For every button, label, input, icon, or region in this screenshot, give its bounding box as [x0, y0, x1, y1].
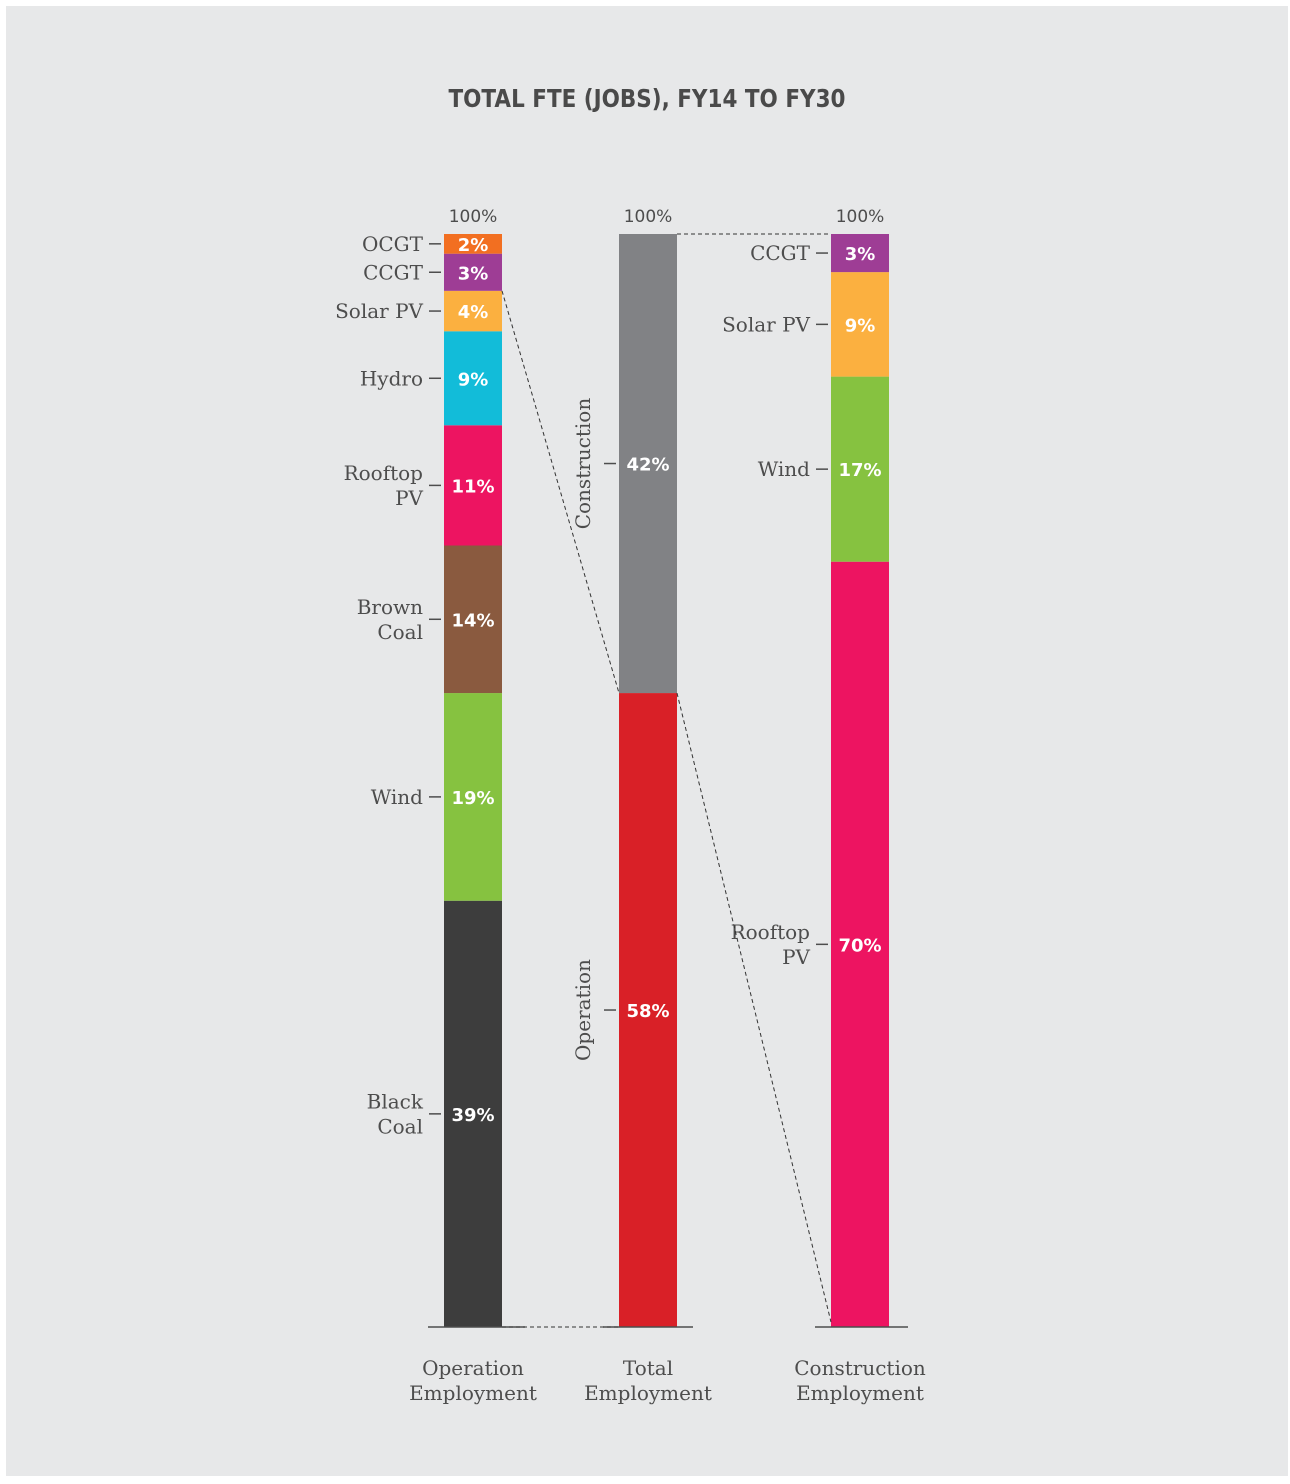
category-label-operation-employment-rooftop-pv-0: Rooftop: [344, 461, 423, 485]
bar-segment-operation-employment-hydro: [444, 331, 502, 426]
data-label-construction-employment-solar-pv: 9%: [845, 315, 876, 336]
bar-segment-operation-employment-brown-coal: [444, 545, 502, 694]
category-label-operation-employment-solar-pv: Solar PV: [335, 299, 423, 323]
x-category-construction-employment-0: Construction: [794, 1356, 926, 1380]
bar-segment-construction-employment-rooftop-pv: [831, 561, 889, 1327]
data-label-operation-employment-solar-pv: 4%: [458, 302, 489, 323]
bar-segment-total-employment-construction: [619, 234, 677, 694]
data-label-operation-employment-hydro: 9%: [458, 369, 489, 390]
data-label-total-employment-operation: 58%: [626, 1001, 669, 1022]
top-label-total-employment: 100%: [624, 207, 673, 227]
x-category-operation-employment-0: Operation: [422, 1356, 524, 1380]
x-category-operation-employment-1: Employment: [409, 1381, 537, 1405]
category-label-operation-employment-wind: Wind: [371, 785, 423, 809]
chart-title: TOTAL FTE (JOBS), FY14 TO FY30: [448, 84, 846, 113]
bar-segment-construction-employment-wind: [831, 376, 889, 562]
category-label-operation-employment-rooftop-pv-1: PV: [395, 486, 423, 510]
bar-segment-operation-employment-wind: [444, 693, 502, 901]
category-label-operation-employment-black-coal-0: Black: [367, 1089, 424, 1113]
data-label-operation-employment-wind: 19%: [451, 788, 494, 809]
data-label-operation-employment-rooftop-pv: 11%: [451, 476, 494, 497]
top-label-operation-employment: 100%: [449, 207, 498, 227]
data-label-operation-employment-ccgt: 3%: [458, 263, 489, 284]
top-label-construction-employment: 100%: [836, 207, 885, 227]
bar-segment-total-employment-operation: [619, 693, 677, 1327]
category-label-operation-employment-ccgt: CCGT: [363, 260, 424, 284]
bar-segment-construction-employment-solar-pv: [831, 272, 889, 377]
category-label-operation-employment-ocgt: OCGT: [362, 232, 424, 256]
category-label-construction-employment-rooftop-pv-1: PV: [782, 945, 810, 969]
category-label-operation-employment-brown-coal-1: Coal: [377, 620, 423, 644]
bar-segment-operation-employment-rooftop-pv: [444, 425, 502, 546]
category-label-construction-employment-rooftop-pv-0: Rooftop: [731, 920, 810, 944]
connector-construction-bottom: [676, 692, 832, 1323]
bar-segment-operation-employment-solar-pv: [444, 290, 502, 332]
data-label-construction-employment-rooftop-pv: 70%: [838, 935, 881, 956]
data-label-total-employment-construction: 42%: [626, 455, 669, 476]
bar-segment-construction-employment-ccgt: [831, 234, 889, 273]
data-label-construction-employment-ccgt: 3%: [845, 244, 876, 265]
bar-segment-operation-employment-ocgt: [444, 234, 502, 254]
data-label-construction-employment-wind: 17%: [838, 460, 881, 481]
bar-segment-operation-employment-black-coal: [444, 900, 502, 1327]
category-label-operation-employment-hydro: Hydro: [360, 366, 423, 390]
category-label-total-employment-operation: Operation: [571, 959, 595, 1061]
x-category-total-employment-1: Employment: [584, 1381, 712, 1405]
category-label-construction-employment-wind: Wind: [758, 457, 810, 481]
data-label-operation-employment-brown-coal: 14%: [451, 610, 494, 631]
category-label-operation-employment-black-coal-1: Coal: [377, 1114, 423, 1138]
data-label-operation-employment-ocgt: 2%: [458, 235, 489, 256]
data-label-operation-employment-black-coal: 39%: [451, 1105, 494, 1126]
connector-operation-top: [501, 290, 620, 694]
x-category-total-employment-0: Total: [623, 1356, 673, 1380]
category-label-construction-employment-ccgt: CCGT: [750, 241, 811, 265]
x-category-construction-employment-1: Employment: [796, 1381, 924, 1405]
bar-segment-operation-employment-ccgt: [444, 253, 502, 291]
category-label-total-employment-construction: Construction: [571, 398, 595, 530]
category-label-construction-employment-solar-pv: Solar PV: [722, 312, 810, 336]
category-label-operation-employment-brown-coal-0: Brown: [357, 595, 423, 619]
